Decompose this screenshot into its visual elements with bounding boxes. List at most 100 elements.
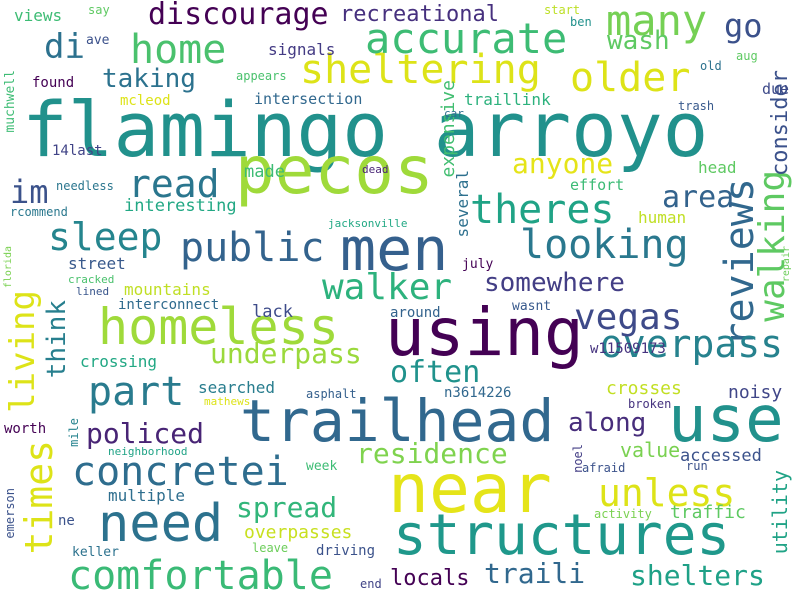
word-times: times (17, 440, 61, 555)
word-traffic: traffic (670, 502, 746, 523)
word-found: found (32, 75, 75, 91)
word-searched: searched (198, 378, 276, 397)
word-policed: policed (86, 417, 205, 450)
word-value: value (620, 438, 681, 462)
word-keller: keller (72, 545, 119, 560)
word-recreational: recreational (340, 2, 499, 27)
word-living: living (3, 290, 43, 413)
word-residence: residence (356, 437, 508, 470)
word-concretei: concretei (72, 449, 289, 495)
word-men: men (340, 215, 449, 285)
word-think: think (42, 300, 72, 379)
word-mile: mile (67, 418, 81, 447)
word-car: car (444, 107, 464, 120)
word-views: views (14, 6, 63, 25)
word-interconnect: interconnect (118, 297, 220, 313)
word-underpass: underpass (210, 337, 362, 370)
word-several: several (453, 170, 472, 238)
word-due: due (762, 80, 790, 98)
word-shelters: shelters (630, 559, 765, 592)
word-noisy: noisy (728, 382, 783, 403)
word-july: july (462, 257, 494, 272)
word-utility: utility (768, 470, 792, 555)
word-flamingo-arroyo: flamingo arroyo (22, 85, 709, 174)
word-wasnt: wasnt (512, 299, 552, 314)
word-asphalt: asphalt (306, 387, 357, 401)
word-discourage: discourage (148, 0, 329, 32)
word-jacksonville: jacksonville (328, 217, 408, 230)
word-mathews: mathews (204, 395, 251, 408)
word-im: im (10, 173, 49, 211)
word-rcommend: rcommend (10, 205, 68, 219)
word-looking: looking (520, 222, 689, 268)
word-florida: florida (3, 246, 14, 289)
word-need: need (98, 494, 224, 554)
word-comfortable: comfortable (68, 553, 333, 599)
word-around: around (390, 305, 441, 321)
word-expensive: expensive (438, 80, 459, 178)
word-walker: walker (322, 267, 453, 308)
word-pecos: pecos (235, 132, 434, 209)
word-muchwell: muchwell (3, 70, 18, 133)
word-accurate: accurate (365, 14, 568, 63)
word-end: end (360, 577, 382, 591)
word-crossing: crossing (80, 352, 158, 371)
word-wash: wash (607, 26, 670, 56)
word-crosses: crosses (606, 378, 682, 399)
word-start: start (544, 3, 581, 17)
word-lack: lack (252, 302, 293, 322)
word-public: public (180, 225, 325, 271)
word-ave: ave (86, 33, 110, 48)
word-worth: worth (4, 421, 47, 437)
word-ben: ben (570, 15, 592, 29)
word-traili: traili (484, 557, 586, 590)
word-di: di (44, 27, 85, 67)
word-trash: trash (678, 99, 715, 113)
word-street: street (68, 254, 126, 273)
word-effort: effort (570, 176, 625, 194)
word-many: many (606, 0, 708, 45)
word-repair: repair (781, 246, 792, 283)
word-n3614226: n3614226 (444, 385, 512, 401)
word-often: often (390, 355, 481, 390)
word-go: go (724, 7, 763, 45)
word-neighborhood: neighborhood (108, 445, 188, 458)
word-human: human (638, 208, 687, 227)
word-intersection: intersection (254, 90, 363, 108)
word-ne: ne (58, 513, 75, 529)
word-old: old (700, 59, 722, 73)
word-overpass: overpass (600, 322, 784, 366)
word-activity: activity (594, 507, 652, 521)
word-older: older (570, 55, 691, 101)
word-week: week (306, 459, 338, 474)
word-part: part (88, 369, 185, 415)
word-sheltering: sheltering (300, 47, 541, 93)
word-vegas: vegas (574, 297, 683, 338)
word-read: read (128, 162, 220, 206)
word-near: near (388, 450, 552, 529)
word-broken: broken (628, 397, 672, 411)
word-mountains: mountains (124, 280, 211, 299)
word-spread: spread (236, 491, 338, 524)
word-somewhere: somewhere (484, 268, 625, 298)
word-use: use (668, 383, 784, 457)
word-overpasses: overpasses (244, 522, 353, 543)
word-appears: appears (236, 69, 287, 83)
word-say: say (88, 3, 110, 17)
word-leave: leave (252, 541, 289, 555)
word-taking: taking (102, 64, 196, 94)
word-aug: aug (736, 49, 758, 63)
word-emerson: emerson (3, 488, 17, 539)
word-multiple: multiple (108, 486, 186, 505)
word-structures: structures (393, 503, 731, 568)
word-lined: lined (76, 285, 110, 298)
word-locals: locals (390, 566, 470, 591)
word-interesting: interesting (124, 196, 237, 216)
word-area: area (662, 180, 735, 215)
word-driving: driving (316, 543, 376, 559)
word-14last: 14last (52, 143, 103, 159)
word-accessed: accessed (680, 446, 762, 466)
word-along: along (568, 408, 647, 438)
word-unless: unless (598, 471, 736, 515)
